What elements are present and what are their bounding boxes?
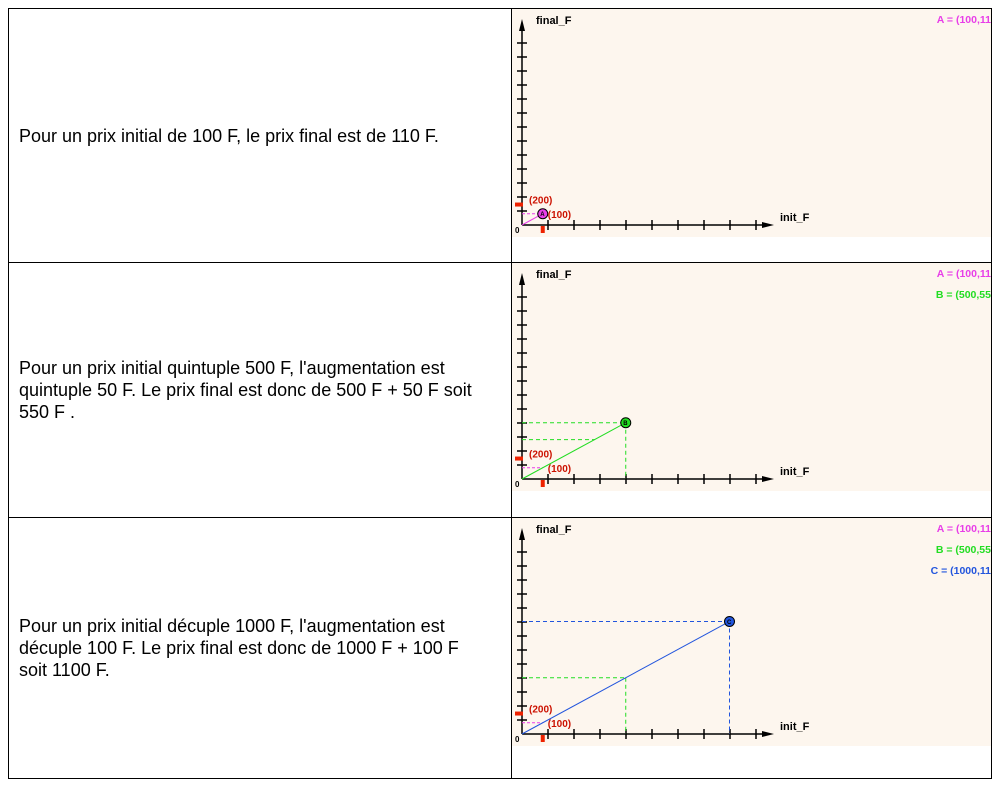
point-coordinates-legend: A = (100,11 bbox=[937, 14, 991, 26]
graph-panel: final_F init_F 0 B (200) (100) A = (100,11 B = … bbox=[512, 263, 991, 491]
column-divider bbox=[511, 9, 512, 262]
explanation-text: Pour un prix initial décuple 1000 F, l'a… bbox=[19, 616, 459, 680]
point-coordinates-legend: B = (500,55 bbox=[936, 544, 991, 556]
x-axis-arrow bbox=[762, 476, 774, 482]
y-slider-handle bbox=[515, 202, 523, 207]
column-divider bbox=[511, 263, 512, 517]
point-coordinates-legend: C = (1000,11 bbox=[931, 565, 991, 577]
graph-background bbox=[512, 518, 991, 746]
y-slider-label: (200) bbox=[529, 196, 552, 207]
y-axis-arrow bbox=[519, 528, 525, 540]
point-coordinates-legend: A = (100,11 bbox=[937, 268, 991, 280]
y-axis-arrow bbox=[519, 273, 525, 285]
x-axis-arrow bbox=[762, 731, 774, 737]
proportional-line bbox=[521, 621, 730, 735]
y-slider-label: (200) bbox=[529, 450, 552, 461]
y-axis-label: final_F bbox=[536, 15, 572, 27]
proportional-line bbox=[521, 422, 626, 480]
point-marker bbox=[724, 615, 735, 627]
point-name-label: B bbox=[623, 421, 628, 427]
graph-background bbox=[512, 9, 991, 237]
explanation-text: Pour un prix initial quintuple 500 F, l'… bbox=[19, 358, 472, 422]
explanation-text: Pour un prix initial de 100 F, le prix f… bbox=[19, 125, 439, 146]
x-slider-handle bbox=[540, 226, 545, 233]
y-slider-label: (200) bbox=[529, 705, 552, 716]
point-coordinates-legend: A = (100,11 bbox=[937, 523, 991, 535]
point-coordinates-legend: B = (500,55 bbox=[936, 289, 991, 301]
y-slider-handle bbox=[515, 711, 523, 716]
content-table: Pour un prix initial de 100 F, le prix f… bbox=[8, 8, 992, 779]
point-marker bbox=[620, 417, 632, 429]
graph-panel: final_F init_F 0 A (200) (100) A = (100,11 bbox=[512, 9, 991, 237]
origin-label: 0 bbox=[515, 480, 520, 489]
table-row: Pour un prix initial décuple 1000 F, l'a… bbox=[9, 518, 991, 778]
origin-label: 0 bbox=[515, 735, 520, 744]
origin-label: 0 bbox=[515, 226, 520, 235]
x-slider-label: (100) bbox=[548, 210, 571, 221]
y-axis-label: final_F bbox=[536, 524, 572, 536]
point-marker bbox=[537, 208, 549, 220]
x-slider-label: (100) bbox=[548, 719, 571, 730]
column-divider bbox=[511, 518, 512, 778]
y-axis-label: final_F bbox=[536, 269, 572, 281]
x-axis-label: init_F bbox=[780, 466, 810, 478]
y-slider-handle bbox=[515, 456, 523, 461]
x-axis-label: init_F bbox=[780, 212, 810, 224]
table-row: Pour un prix initial quintuple 500 F, l'… bbox=[9, 263, 991, 518]
graph-background bbox=[512, 263, 991, 491]
y-axis-arrow bbox=[519, 19, 525, 31]
x-slider-label: (100) bbox=[548, 464, 571, 475]
x-slider-handle bbox=[540, 480, 545, 487]
point-name-label: C bbox=[727, 620, 732, 626]
x-axis-arrow bbox=[762, 222, 774, 228]
table-row: Pour un prix initial de 100 F, le prix f… bbox=[9, 9, 991, 263]
point-name-label: A bbox=[540, 212, 545, 218]
x-axis-label: init_F bbox=[780, 721, 810, 733]
graph-panel: final_F init_F 0 C (200) (100) A = (100,11 B = … bbox=[512, 518, 991, 746]
x-slider-handle bbox=[540, 735, 545, 742]
